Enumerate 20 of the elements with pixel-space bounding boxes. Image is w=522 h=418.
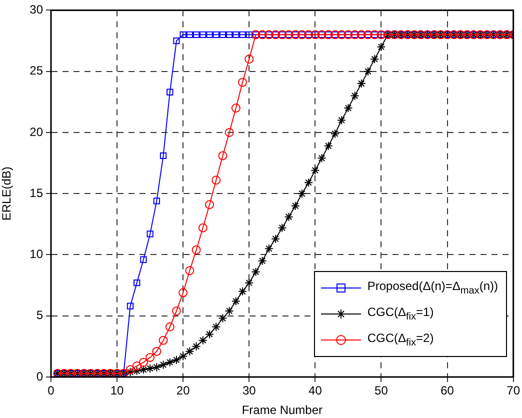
x-tick-label: 50 xyxy=(374,384,388,398)
y-tick-label: 25 xyxy=(30,64,44,78)
legend-label: Proposed(Δ(n)=Δ$_{max}$(n)) xyxy=(367,279,498,297)
legend-label: CGC(Δ$_{fix}$=1) xyxy=(367,305,434,323)
y-axis-title: ERLE(dB) xyxy=(0,166,14,221)
x-tick-label: 40 xyxy=(308,384,322,398)
x-tick-label: 60 xyxy=(440,384,454,398)
x-tick-label: 10 xyxy=(110,384,124,398)
x-tick-label: 0 xyxy=(48,384,55,398)
y-tick-label: 20 xyxy=(30,124,44,139)
y-tick-label: 0 xyxy=(36,369,44,384)
y-tick-label: 5 xyxy=(36,308,44,322)
x-axis-title: Frame Number xyxy=(242,403,323,418)
y-tick-label: 30 xyxy=(30,2,44,17)
x-tick-label: 30 xyxy=(242,384,256,398)
y-tick-label: 15 xyxy=(30,186,44,200)
x-tick-label: 70 xyxy=(506,384,520,398)
y-tick-label: 10 xyxy=(30,247,44,262)
x-tick-label: 20 xyxy=(176,384,190,398)
legend-label: CGC(Δ$_{fix}$=2) xyxy=(367,331,434,349)
